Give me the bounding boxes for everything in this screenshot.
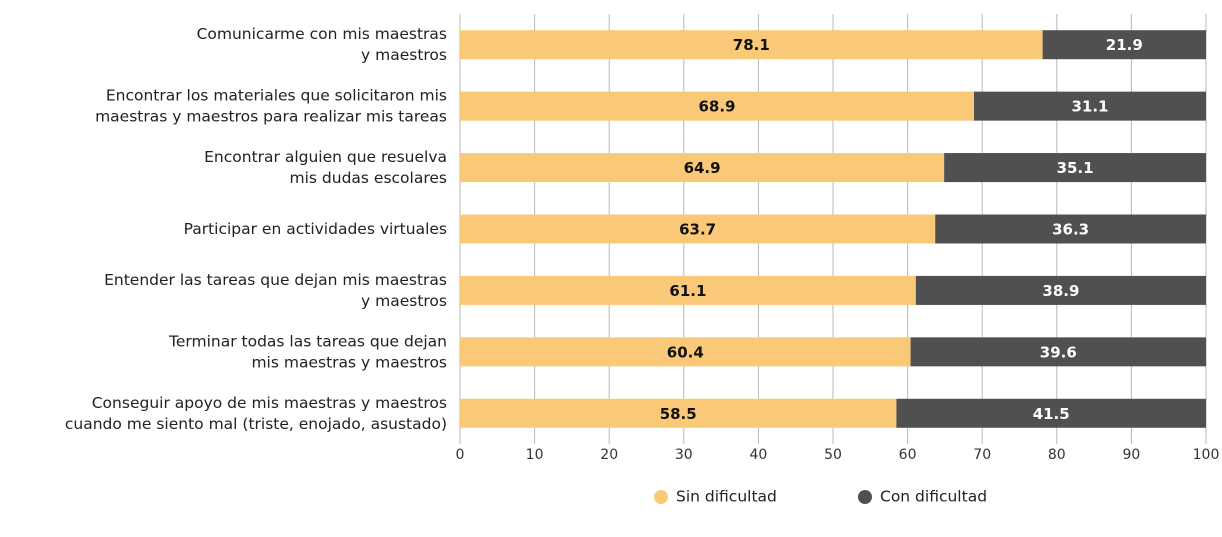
x-tick-label: 50: [824, 447, 842, 463]
bar-segment: [944, 153, 1206, 183]
category-label: Conseguir apoyo de mis maestras y maestr…: [65, 393, 447, 432]
value-label: 78.1: [733, 36, 770, 54]
value-label: 58.5: [660, 405, 697, 423]
x-tick-label: 90: [1122, 447, 1140, 463]
category-label: Participar en actividades virtuales: [184, 220, 447, 238]
value-label: 38.9: [1042, 282, 1079, 300]
value-label: 39.6: [1040, 343, 1077, 361]
legend-label: Sin dificultad: [676, 488, 777, 506]
value-label: 36.3: [1052, 221, 1089, 239]
x-tick-label: 60: [899, 447, 917, 463]
category-label: Encontrar los materiales que solicitaron…: [95, 86, 447, 125]
x-tick-label: 30: [675, 447, 693, 463]
legend-marker: [858, 490, 872, 504]
x-tick-label: 0: [456, 447, 465, 463]
x-tick-label: 20: [600, 447, 618, 463]
category-label: Entender las tareas que dejan mis maestr…: [104, 270, 447, 309]
bar-segment: [460, 30, 1043, 60]
value-label: 68.9: [698, 98, 735, 116]
bar-segment: [460, 337, 911, 367]
bar-segment: [896, 398, 1206, 428]
value-label: 31.1: [1071, 98, 1108, 116]
bar-segment: [1042, 30, 1206, 60]
value-label: 21.9: [1106, 36, 1143, 54]
x-tick-label: 100: [1193, 447, 1220, 463]
value-label: 64.9: [684, 159, 721, 177]
value-label: 35.1: [1057, 159, 1094, 177]
x-tick-label: 70: [973, 447, 991, 463]
category-label: Comunicarme con mis maestras y maestros: [197, 25, 447, 64]
x-tick-label: 40: [749, 447, 767, 463]
legend-marker: [654, 490, 668, 504]
value-label: 60.4: [667, 343, 704, 361]
value-label: 61.1: [669, 282, 706, 300]
category-label: Encontrar alguien que resuelva mis dudas …: [204, 148, 447, 187]
value-label: 63.7: [679, 221, 716, 239]
bar-segment: [460, 91, 974, 121]
bar-segment: [460, 275, 916, 305]
legend-label: Con dificultad: [880, 488, 987, 506]
bar-segment: [460, 153, 945, 183]
bar-segment: [935, 214, 1206, 244]
category-label: Terminar todas las tareas que dejan mis m…: [168, 332, 447, 371]
x-tick-label: 80: [1048, 447, 1066, 463]
bar-segment: [460, 398, 897, 428]
x-tick-label: 10: [526, 447, 544, 463]
bar-segment: [973, 91, 1206, 121]
value-label: 41.5: [1033, 405, 1070, 423]
bar-segment: [460, 214, 936, 244]
bar-segment: [915, 275, 1206, 305]
bar-segment: [910, 337, 1206, 367]
